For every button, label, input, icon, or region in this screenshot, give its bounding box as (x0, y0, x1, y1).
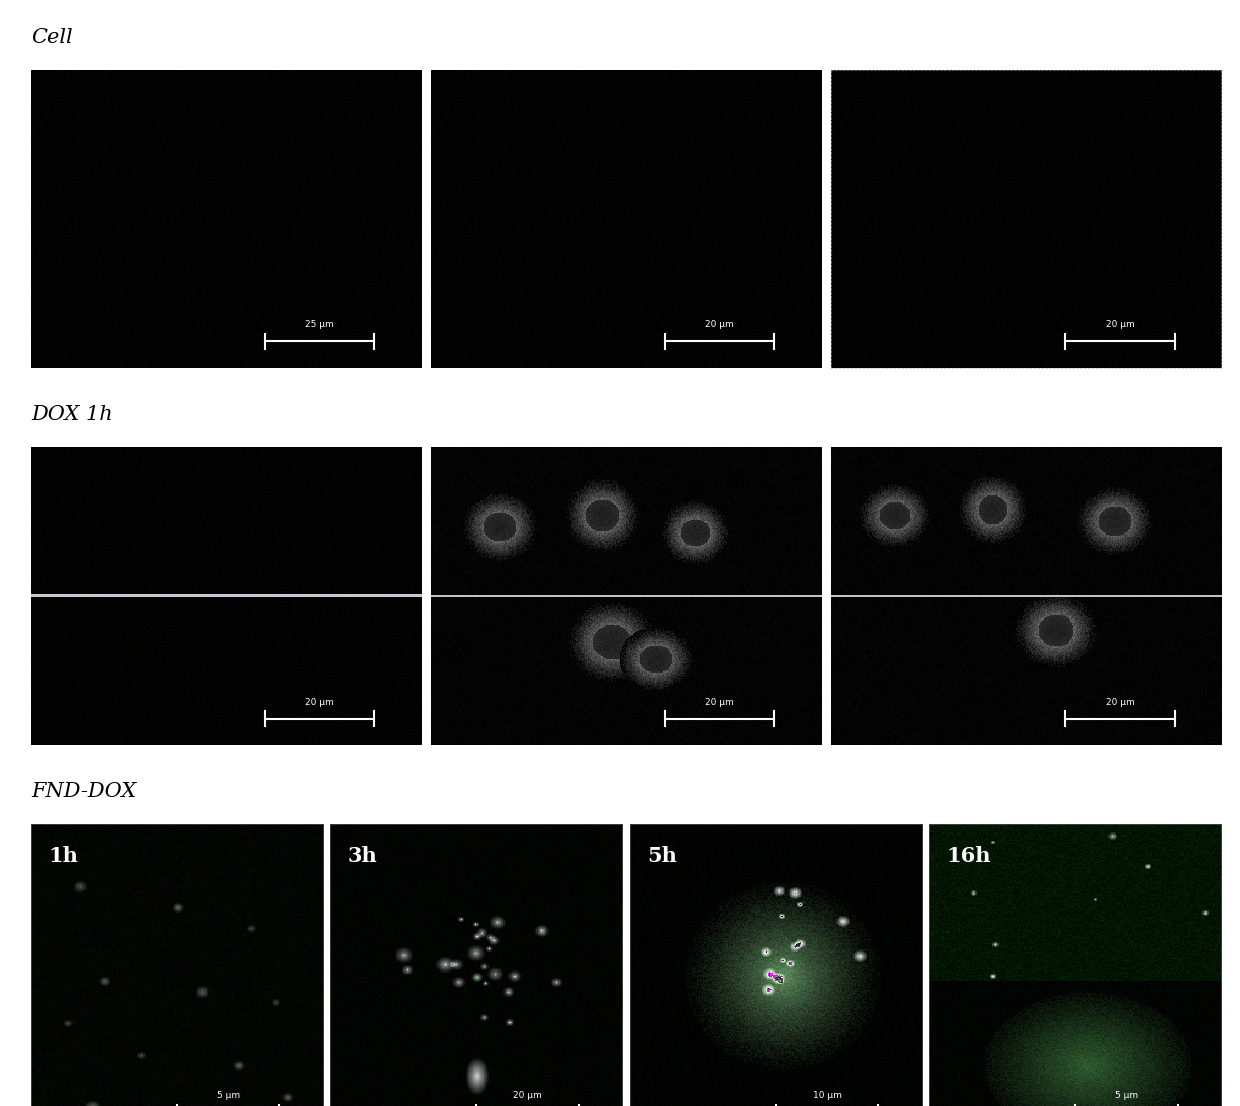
Text: 20 μm: 20 μm (706, 321, 734, 330)
Text: 20 μm: 20 μm (513, 1091, 542, 1099)
Text: 25 μm: 25 μm (305, 321, 334, 330)
Text: 3h: 3h (348, 846, 378, 866)
Text: 20 μm: 20 μm (706, 698, 734, 707)
Text: FND-DOX: FND-DOX (31, 782, 136, 801)
Text: 5 μm: 5 μm (1115, 1091, 1138, 1099)
Text: 20 μm: 20 μm (1106, 698, 1135, 707)
Text: 1h: 1h (48, 846, 78, 866)
Text: 5h: 5h (647, 846, 677, 866)
Text: Cell: Cell (31, 28, 73, 46)
Text: 5 μm: 5 μm (217, 1091, 239, 1099)
Text: DOX 1h: DOX 1h (31, 405, 113, 424)
Text: 16h: 16h (947, 846, 992, 866)
Text: 20 μm: 20 μm (1106, 321, 1135, 330)
Text: 10 μm: 10 μm (812, 1091, 842, 1099)
Text: 20 μm: 20 μm (305, 698, 334, 707)
